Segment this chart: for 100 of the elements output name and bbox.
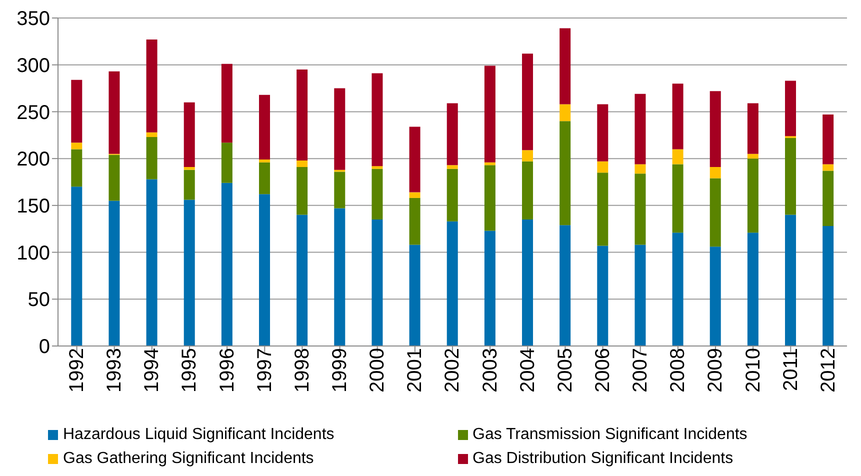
bar	[672, 232, 684, 346]
y-tick-label: 300	[16, 54, 50, 77]
bar	[597, 172, 608, 246]
x-tick-label: 2005	[554, 348, 576, 392]
bar	[372, 168, 383, 220]
bar	[71, 149, 82, 187]
bar	[372, 166, 383, 169]
bar	[409, 244, 420, 346]
bar	[597, 104, 608, 162]
x-tick-label: 1998	[291, 348, 314, 392]
y-tick-label: 0	[38, 336, 50, 358]
bar	[334, 172, 346, 208]
bar	[108, 154, 120, 201]
bar	[146, 179, 158, 346]
x-tick-label: 2007	[630, 348, 652, 392]
bar	[221, 182, 232, 346]
bar	[484, 66, 496, 162]
bar	[710, 178, 721, 247]
x-tick-label: 2008	[667, 348, 690, 392]
y-tick-label: 350	[16, 8, 50, 30]
bar	[446, 221, 458, 346]
bar	[634, 244, 646, 346]
x-tick-label: 2003	[479, 348, 502, 392]
bar	[484, 165, 496, 231]
y-tick-label: 50	[28, 289, 50, 312]
bar	[484, 230, 496, 346]
bar	[522, 54, 534, 150]
bar	[822, 226, 834, 346]
bar	[184, 200, 195, 346]
bar	[409, 126, 420, 192]
bar	[334, 208, 346, 346]
bar	[71, 80, 82, 143]
x-tick-label: 1995	[178, 348, 201, 392]
y-tick-label: 150	[16, 196, 50, 218]
bar	[822, 114, 834, 164]
bar	[822, 170, 834, 226]
legend-label: Hazardous Liquid Significant Incidents	[63, 426, 334, 444]
bar	[296, 214, 308, 346]
bar	[747, 103, 758, 154]
bar	[221, 64, 232, 143]
bar	[259, 194, 270, 346]
bar	[334, 88, 346, 170]
x-tick-label: 1992	[66, 348, 88, 392]
bar	[560, 225, 571, 346]
bar	[672, 164, 684, 233]
bar	[822, 164, 834, 171]
x-tick-label: 2010	[742, 348, 764, 392]
legend-label: Gas Transmission Significant Incidents	[472, 426, 748, 444]
x-tick-label: 2001	[404, 348, 426, 392]
bar	[221, 142, 232, 183]
x-tick-label: 1994	[141, 348, 164, 392]
bar	[259, 160, 270, 162]
bar	[184, 170, 195, 200]
x-tick-label: 2000	[366, 348, 389, 392]
x-tick-label: 1996	[216, 348, 238, 392]
bar	[710, 91, 721, 168]
y-tick-label: 100	[16, 242, 50, 264]
x-tick-label: 2004	[516, 348, 539, 392]
bar	[259, 162, 270, 194]
bar	[597, 246, 608, 346]
x-tick-label: 1997	[254, 348, 276, 392]
x-tick-label: 2006	[592, 348, 614, 392]
bar	[747, 158, 758, 233]
y-tick-label: 250	[16, 102, 50, 124]
bar	[560, 28, 571, 104]
bar	[747, 232, 758, 346]
bar	[672, 149, 684, 164]
legend-label: Gas Distribution Significant Incidents	[472, 450, 734, 468]
bar	[747, 154, 758, 159]
bar	[710, 167, 721, 178]
bar	[522, 161, 534, 220]
bar	[146, 137, 158, 180]
bar	[108, 200, 120, 346]
bar	[71, 186, 82, 346]
bar	[785, 80, 796, 136]
x-tick-label: 1993	[104, 348, 126, 392]
bar	[446, 103, 458, 166]
x-tick-label: 1999	[328, 348, 351, 392]
bar	[560, 104, 571, 122]
bar	[672, 84, 684, 150]
legend-label: Gas Gathering Significant Incidents	[63, 450, 314, 468]
bar	[446, 165, 458, 169]
x-tick-label: 2012	[817, 348, 840, 392]
bar	[409, 198, 420, 245]
bar	[296, 167, 308, 215]
x-tick-label: 2011	[780, 348, 802, 392]
bar	[522, 150, 534, 162]
bar	[522, 219, 534, 346]
bar	[560, 121, 571, 226]
bar	[634, 164, 646, 174]
bar	[146, 40, 158, 132]
bar	[597, 161, 608, 173]
bar	[259, 94, 270, 160]
x-tick-label: 2009	[704, 348, 727, 392]
bar	[634, 174, 646, 245]
bar	[296, 70, 308, 160]
bar	[71, 142, 82, 150]
bar	[409, 192, 420, 198]
y-tick-label: 200	[16, 148, 50, 171]
bar	[146, 132, 158, 138]
